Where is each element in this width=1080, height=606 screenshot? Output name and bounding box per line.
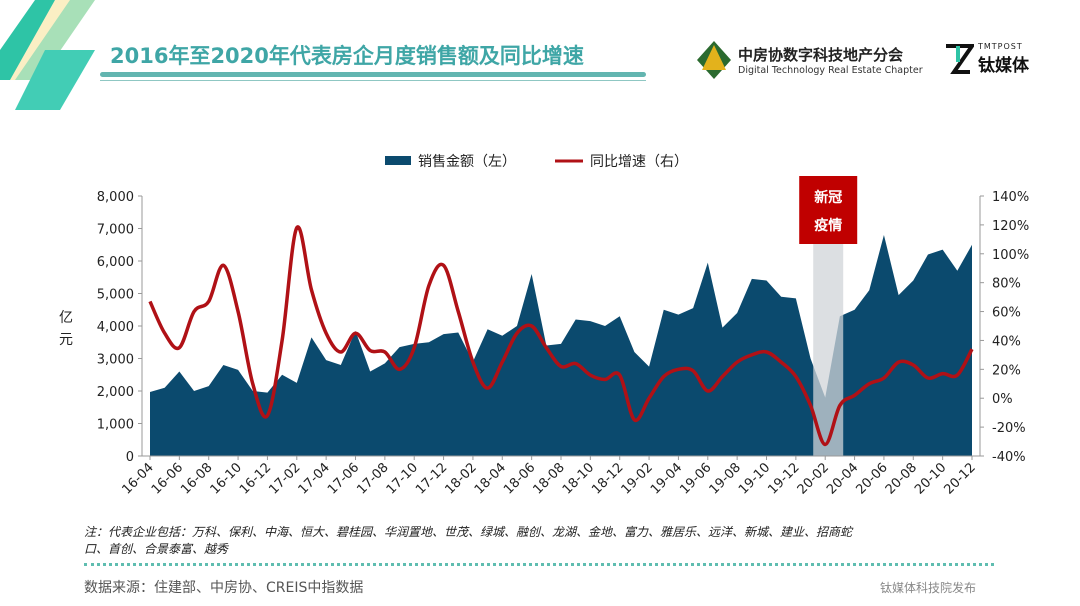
footnote: 注：代表企业包括：万科、保利、中海、恒大、碧桂园、华润置地、世茂、绿城、融创、龙…	[84, 525, 853, 556]
diamond-logo-icon	[697, 41, 731, 79]
left-tick-label: 6,000	[97, 255, 134, 270]
left-tick-label: 4,000	[97, 320, 134, 335]
x-tick-label: 17-12	[413, 460, 450, 497]
x-tick-label: 20-02	[795, 460, 832, 497]
right-tick-label: 80%	[992, 277, 1021, 292]
x-tick-label: 17-08	[354, 460, 391, 497]
covid-band	[813, 242, 844, 456]
tmtpost-logo-icon	[946, 44, 974, 74]
x-tick-label: 17-04	[296, 460, 333, 497]
right-tick-label: 100%	[992, 248, 1029, 263]
covid-label-line2: 疫情	[814, 217, 842, 234]
left-tick-label: 7,000	[97, 223, 134, 238]
x-tick-label: 17-10	[384, 460, 421, 497]
x-tick-label: 16-08	[178, 460, 215, 497]
y-axis-label-2: 元	[59, 332, 73, 348]
title-underline-thin	[100, 80, 646, 81]
x-tick-label: 19-10	[736, 460, 773, 497]
left-tick-label: 3,000	[97, 353, 134, 368]
release-text: 钛媒体科技院发布	[880, 581, 977, 595]
title-underline	[100, 72, 646, 77]
right-tick-label: 40%	[992, 334, 1021, 349]
data-source: 数据来源：住建部、中房协、CREIS中指数据	[84, 580, 364, 596]
x-tick-label: 19-02	[619, 460, 656, 497]
right-tick-label: 20%	[992, 363, 1021, 378]
x-tick-label: 18-06	[501, 460, 538, 497]
right-tick-label: 140%	[992, 190, 1029, 205]
y-axis-label-1: 亿	[59, 310, 73, 326]
logo2-small: TMTPOST	[978, 42, 1023, 51]
cread-logo: 中房协数字科技地产分会 Digital Technology Real Estat…	[696, 40, 923, 80]
x-tick-label: 18-02	[442, 460, 479, 497]
x-tick-label: 20-10	[912, 460, 949, 497]
right-tick-label: -40%	[992, 450, 1026, 465]
x-tick-label: 17-02	[266, 460, 303, 497]
left-tick-label: 2,000	[97, 385, 134, 400]
x-tick-label: 18-10	[560, 460, 597, 497]
x-tick-label: 19-12	[765, 460, 802, 497]
legend-label-line: 同比增速（右）	[590, 154, 688, 170]
covid-label-line1: 新冠	[814, 189, 842, 206]
right-tick-label: 60%	[992, 306, 1021, 321]
decorative-stripes	[0, 0, 95, 110]
x-tick-label: 16-10	[208, 460, 245, 497]
x-tick-label: 16-12	[237, 460, 274, 497]
x-tick-label: 16-06	[149, 460, 186, 497]
yoy-line	[148, 225, 974, 447]
legend-swatch-area	[385, 156, 411, 165]
right-tick-label: 120%	[992, 219, 1029, 234]
covid-label-box	[799, 176, 858, 244]
left-tick-label: 5,000	[97, 288, 134, 303]
logo1-en: Digital Technology Real Estate Chapter	[738, 65, 923, 76]
x-tick-label: 20-08	[883, 460, 920, 497]
x-tick-label: 18-12	[589, 460, 626, 497]
x-tick-label: 19-04	[648, 460, 685, 497]
x-tick-label: 20-04	[824, 460, 861, 497]
sales-area	[150, 235, 972, 456]
tmtpost-logo: TMTPOST 钛媒体	[944, 42, 1029, 76]
x-tick-label: 20-12	[942, 460, 979, 497]
x-tick-label: 19-08	[707, 460, 744, 497]
x-tick-label: 17-06	[325, 460, 362, 497]
x-tick-label: 19-06	[677, 460, 714, 497]
x-tick-label: 18-04	[472, 460, 509, 497]
x-tick-label: 18-08	[531, 460, 568, 497]
x-tick-label: 16-04	[120, 460, 157, 497]
right-tick-label: 0%	[992, 392, 1013, 407]
logo1-cn: 中房协数字科技地产分会	[738, 46, 904, 64]
x-tick-label: 20-06	[853, 460, 890, 497]
legend-label-area: 销售金额（左）	[418, 154, 516, 170]
left-tick-label: 8,000	[97, 190, 134, 205]
logo2-big: 钛媒体	[978, 56, 1029, 76]
dotted-divider	[84, 563, 994, 566]
right-tick-label: -20%	[992, 421, 1026, 436]
page-title: 2016年至2020年代表房企月度销售额及同比增速	[110, 44, 584, 68]
left-tick-label: 1,000	[97, 418, 134, 433]
left-tick-label: 0	[126, 450, 134, 465]
